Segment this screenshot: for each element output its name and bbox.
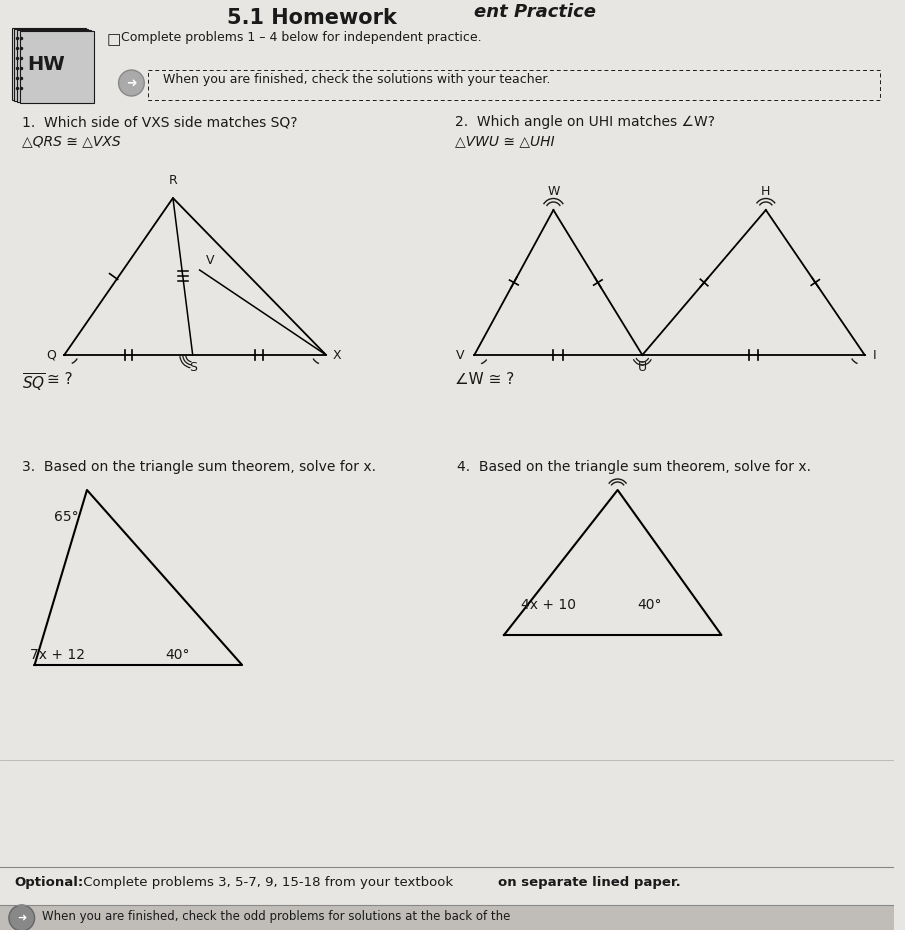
Text: When you are finished, check the solutions with your teacher.: When you are finished, check the solutio… <box>163 73 550 86</box>
Text: ➜: ➜ <box>126 76 137 89</box>
Text: on separate lined paper.: on separate lined paper. <box>498 876 681 889</box>
Bar <box>0 905 894 930</box>
Bar <box>12 28 86 100</box>
Text: ∠W ≅ ?: ∠W ≅ ? <box>454 372 514 387</box>
Bar <box>17 30 90 102</box>
Bar <box>14 29 88 101</box>
Text: △QRS ≅ △VXS: △QRS ≅ △VXS <box>22 134 120 148</box>
Text: W: W <box>548 185 559 198</box>
Text: 65°: 65° <box>54 510 79 524</box>
Text: Optional:: Optional: <box>14 876 84 889</box>
Bar <box>20 31 94 103</box>
Bar <box>148 70 880 100</box>
Text: 4.  Based on the triangle sum theorem, solve for x.: 4. Based on the triangle sum theorem, so… <box>456 460 811 474</box>
Text: 4x + 10: 4x + 10 <box>520 598 576 612</box>
Text: ent Practice: ent Practice <box>474 3 596 21</box>
Text: 2.  Which angle on UHI matches ∠W?: 2. Which angle on UHI matches ∠W? <box>454 115 715 129</box>
Text: V: V <box>205 254 214 267</box>
Text: 40°: 40° <box>165 648 189 662</box>
Text: ≅ ?: ≅ ? <box>47 372 73 387</box>
Circle shape <box>9 905 34 930</box>
Text: ➜: ➜ <box>17 913 26 923</box>
Text: △VWU ≅ △UHI: △VWU ≅ △UHI <box>454 134 554 148</box>
Circle shape <box>119 70 144 96</box>
Text: Complete problems 1 – 4 below for independent practice.: Complete problems 1 – 4 below for indepe… <box>120 31 481 44</box>
Text: 7x + 12: 7x + 12 <box>30 648 85 662</box>
Text: U: U <box>638 361 647 374</box>
Text: □: □ <box>107 32 121 47</box>
Text: 3.  Based on the triangle sum theorem, solve for x.: 3. Based on the triangle sum theorem, so… <box>22 460 376 474</box>
Text: I: I <box>872 349 876 362</box>
Text: S: S <box>189 361 196 374</box>
Text: $\overline{SQ}$: $\overline{SQ}$ <box>22 372 45 394</box>
Text: X: X <box>333 349 342 362</box>
Text: Complete problems 3, 5-7, 9, 15-18 from your textbook: Complete problems 3, 5-7, 9, 15-18 from … <box>79 876 457 889</box>
Text: HW: HW <box>28 55 65 73</box>
Text: 5.1 Homework: 5.1 Homework <box>227 8 397 28</box>
Text: H: H <box>761 185 770 198</box>
Text: V: V <box>456 349 464 362</box>
Text: 40°: 40° <box>637 598 662 612</box>
Text: 1.  Which side of VXS side matches SQ?: 1. Which side of VXS side matches SQ? <box>22 115 297 129</box>
Text: R: R <box>168 174 177 187</box>
Text: Q: Q <box>46 349 56 362</box>
Text: When you are finished, check the odd problems for solutions at the back of the: When you are finished, check the odd pro… <box>42 910 510 923</box>
